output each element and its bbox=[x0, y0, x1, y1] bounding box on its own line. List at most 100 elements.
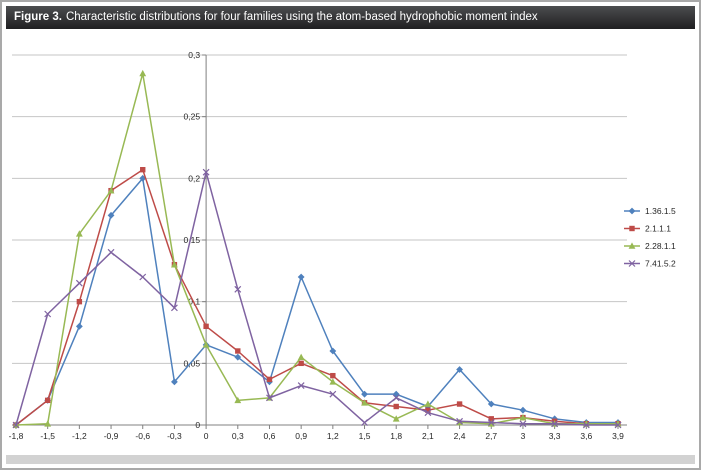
diamond-marker bbox=[297, 273, 305, 281]
square-marker bbox=[235, 348, 241, 354]
distribution-line-chart: 0 0,05 0,1 0,15 0,2 0,25 0,3 -1,8 -1,5 -1,2 -0,9 -0… bbox=[9, 50, 676, 441]
series-line bbox=[15, 177, 618, 426]
x-marker bbox=[329, 390, 337, 398]
legend-label: 2.1.1.1 bbox=[645, 224, 671, 234]
x-marker bbox=[628, 260, 636, 267]
legend-item-7.41.5.2: 7.41.5.2 bbox=[624, 259, 676, 269]
diamond-marker bbox=[361, 390, 368, 398]
series-7.41.5.2 bbox=[12, 168, 622, 429]
y-tick-label: 0,1 bbox=[188, 297, 200, 307]
diamond-marker bbox=[456, 366, 463, 373]
y-tick-label: 0,15 bbox=[184, 235, 201, 245]
y-tick-label: 0,25 bbox=[184, 112, 201, 122]
x-marker bbox=[202, 168, 210, 176]
triangle-marker bbox=[44, 420, 52, 427]
square-marker bbox=[266, 376, 273, 383]
x-marker bbox=[361, 419, 368, 426]
y-tick-label: 0 bbox=[195, 420, 200, 430]
diamond-marker bbox=[171, 378, 178, 386]
triangle-marker bbox=[171, 261, 178, 268]
chart-area: 0 0,05 0,1 0,15 0,2 0,25 0,3 -1,8 -1,5 -1,2 -0,9 -0… bbox=[6, 29, 695, 453]
square-marker bbox=[203, 323, 209, 330]
triangle-marker bbox=[234, 396, 242, 404]
x-marker bbox=[519, 420, 527, 428]
triangle-marker bbox=[519, 414, 527, 421]
x-marker bbox=[266, 394, 273, 402]
x-marker bbox=[107, 248, 115, 256]
triangle-marker bbox=[139, 69, 147, 77]
x-marker bbox=[582, 421, 590, 429]
x-marker bbox=[139, 273, 147, 281]
square-marker bbox=[629, 225, 635, 232]
x-tick-label: 0,3 bbox=[232, 431, 244, 441]
x-marker bbox=[614, 421, 622, 429]
x-tick-label: 2,4 bbox=[454, 431, 466, 441]
y-tick-label: 0,05 bbox=[184, 358, 201, 368]
diamond-marker bbox=[329, 347, 337, 355]
x-tick-label: 2,1 bbox=[422, 431, 434, 441]
figure-title: Characteristic distributions for four fa… bbox=[65, 11, 538, 23]
x-tick-label: 0,9 bbox=[295, 431, 307, 441]
x-marker bbox=[12, 421, 20, 429]
legend-label: 2.28.1.1 bbox=[645, 241, 676, 251]
series-line bbox=[15, 171, 618, 426]
y-tick-label: 0,2 bbox=[188, 173, 200, 183]
triangle-marker bbox=[628, 242, 636, 249]
x-tick-label: 3,3 bbox=[549, 431, 561, 441]
x-marker bbox=[551, 420, 559, 428]
triangle-marker bbox=[107, 187, 115, 194]
series-line bbox=[15, 72, 618, 426]
figure-footer-strip bbox=[6, 455, 695, 464]
square-marker bbox=[140, 167, 146, 173]
square-marker bbox=[44, 397, 51, 404]
triangle-marker bbox=[424, 400, 432, 407]
triangle-marker bbox=[297, 353, 305, 360]
x-tick-label: 1,5 bbox=[359, 431, 371, 441]
diamond-marker bbox=[107, 211, 115, 219]
x-tick-label: -0,3 bbox=[167, 431, 182, 441]
series-2.1.1.1 bbox=[13, 167, 621, 428]
x-tick-label: 0 bbox=[204, 431, 209, 441]
legend-item-2.28.1.1: 2.28.1.1 bbox=[624, 241, 676, 251]
legend-item-1.36.1.5: 1.36.1.5 bbox=[624, 206, 676, 216]
diamond-marker bbox=[519, 406, 527, 414]
diamond-marker bbox=[628, 207, 636, 215]
square-marker bbox=[298, 360, 304, 367]
x-marker bbox=[297, 382, 305, 389]
x-marker bbox=[456, 417, 464, 425]
triangle-marker bbox=[202, 341, 210, 348]
diamond-marker bbox=[392, 390, 400, 398]
x-tick-label: 3 bbox=[521, 431, 526, 441]
legend-label: 1.36.1.5 bbox=[645, 206, 676, 216]
x-tick-label: -0,6 bbox=[135, 431, 150, 441]
square-marker bbox=[425, 407, 431, 413]
legend-label: 7.41.5.2 bbox=[645, 259, 676, 269]
x-marker bbox=[392, 394, 400, 402]
x-marker bbox=[44, 310, 52, 318]
x-tick-label: 3,9 bbox=[612, 431, 624, 441]
figure-label: Figure 3. bbox=[14, 11, 62, 23]
x-tick-label: 3,6 bbox=[580, 431, 592, 441]
triangle-marker bbox=[392, 415, 400, 422]
square-marker bbox=[393, 403, 399, 410]
x-marker bbox=[170, 304, 178, 312]
square-marker bbox=[456, 401, 463, 407]
diamond-marker bbox=[487, 400, 495, 408]
x-tick-label: 0,6 bbox=[264, 431, 276, 441]
x-tick-label: -1,5 bbox=[40, 431, 55, 441]
x-marker bbox=[487, 419, 495, 426]
triangle-marker bbox=[75, 230, 83, 237]
x-marker bbox=[75, 279, 83, 287]
diamond-marker bbox=[234, 353, 242, 361]
x-tick-label: 1,2 bbox=[327, 431, 339, 441]
y-tick-label: 0,3 bbox=[188, 50, 200, 60]
triangle-marker bbox=[329, 378, 337, 385]
x-marker bbox=[424, 409, 432, 417]
x-tick-label: -1,2 bbox=[72, 431, 87, 441]
x-tick-label: -0,9 bbox=[104, 431, 119, 441]
x-tick-label: -1,8 bbox=[9, 431, 24, 441]
square-marker bbox=[488, 416, 494, 422]
series-2.28.1.1 bbox=[12, 69, 622, 428]
x-marker bbox=[234, 285, 242, 293]
